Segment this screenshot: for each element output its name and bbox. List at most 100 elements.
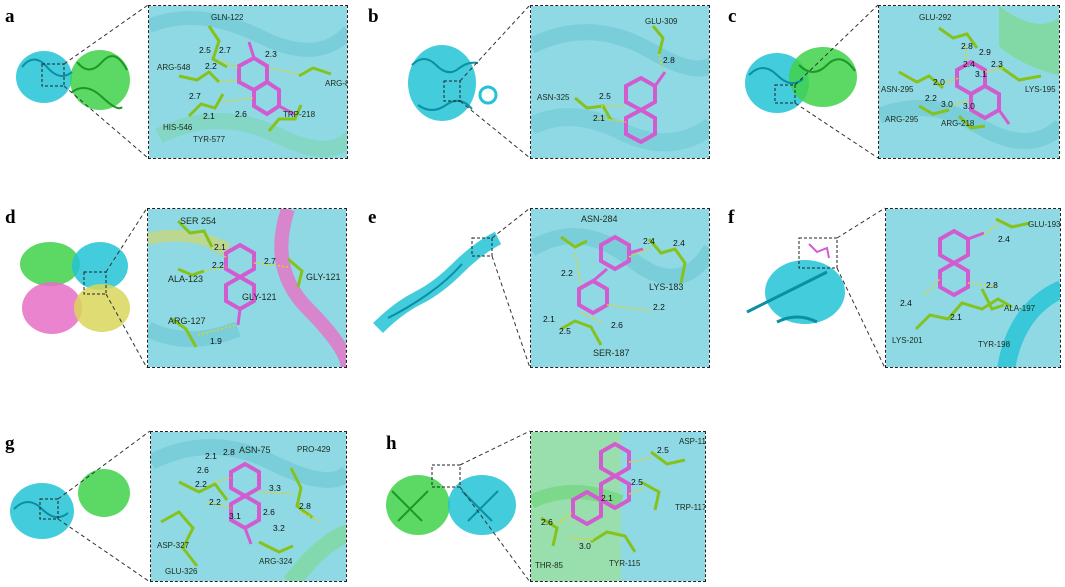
distance-label: 3.0 — [941, 99, 953, 109]
panel-c: c GLU-292 — [715, 0, 1065, 165]
residue-label: THR-85 — [535, 561, 564, 570]
zoom-inset: GLU-309 ASN-325 2.8 2.5 2.1 — [530, 5, 710, 159]
distance-label: 2.6 — [541, 517, 553, 527]
distance-label: 2.1 — [214, 242, 226, 252]
panel-letter: h — [386, 433, 397, 454]
binding-site-graphic — [148, 209, 346, 367]
residue-label: ASP-327 — [157, 541, 190, 550]
panel-letter: g — [5, 433, 15, 454]
distance-label: 3.0 — [963, 101, 975, 111]
residue-label: TRP-218 — [283, 110, 316, 119]
residue-label: ARG-548 — [157, 63, 191, 72]
distance-label: 3.3 — [269, 483, 281, 493]
distance-label: 2.7 — [189, 91, 201, 101]
residue-label: ALA-123 — [168, 274, 204, 284]
protein-overview — [368, 228, 518, 338]
residue-label: GLN-122 — [211, 13, 244, 22]
residue-label: SER-187 — [593, 348, 630, 358]
distance-label: 2.5 — [199, 45, 211, 55]
residue-label: ASN-295 — [881, 85, 914, 94]
distance-label: 2.0 — [933, 77, 945, 87]
protein-ribbon-graphic — [373, 231, 502, 333]
protein-overview — [400, 25, 510, 135]
distance-label: 2.8 — [961, 41, 973, 51]
distance-label: 2.9 — [979, 47, 991, 57]
distance-label: 2.3 — [265, 49, 277, 59]
residue-label: TYR-577 — [193, 135, 226, 144]
distance-label: 2.4 — [998, 234, 1010, 244]
distance-label: 2.6 — [197, 465, 209, 475]
distance-label: 2.2 — [653, 302, 665, 312]
panel-letter: d — [5, 207, 16, 228]
distance-label: 2.2 — [195, 479, 207, 489]
residue-label: LYS-183 — [649, 282, 684, 292]
zoom-inset: ASN-284 LYS-183 SER-187 2.4 2.4 2.2 2.2 … — [530, 208, 710, 368]
residue-label: GLU-309 — [645, 17, 678, 26]
distance-label: 2.4 — [900, 298, 912, 308]
distance-label: 2.2 — [925, 93, 937, 103]
panel-letter: c — [728, 6, 737, 27]
distance-label: 2.5 — [559, 326, 571, 336]
distance-label: 2.4 — [963, 59, 975, 69]
distance-label: 2.1 — [543, 314, 555, 324]
distance-label: 2.1 — [601, 493, 613, 503]
residue-label: TYR-198 — [978, 340, 1011, 349]
residue-label: ASN-325 — [537, 93, 570, 102]
protein-overview — [735, 25, 865, 135]
panel-b: b GLU-309 ASN-325 2.8 2.5 — [358, 0, 713, 165]
distance-label: 2.2 — [205, 61, 217, 71]
residue-label: GLU-326 — [165, 567, 198, 576]
panel-e: e ASN-284 LYS-183 SER-187 2 — [358, 200, 713, 375]
residue-label: TYR-115 — [609, 559, 641, 568]
distance-label: 2.5 — [631, 477, 643, 487]
distance-label: 2.6 — [235, 109, 247, 119]
binding-site-graphic — [879, 6, 1059, 158]
protein-ribbon-graphic — [745, 47, 857, 113]
residue-label: PRO-429 — [297, 445, 331, 454]
panel-letter: a — [5, 6, 15, 27]
binding-site-graphic — [151, 432, 346, 581]
binding-site-graphic — [886, 209, 1060, 367]
protein-ribbon-graphic — [16, 50, 130, 110]
distance-label: 2.1 — [205, 451, 217, 461]
residue-label: ASN-75 — [239, 445, 271, 455]
panel-g: g ASN-75 PRO-429 — [0, 425, 355, 587]
residue-label: TRP-117 — [675, 503, 706, 512]
distance-label: 2.1 — [950, 312, 962, 322]
panel-d: d SER 254 — [0, 200, 355, 375]
residue-label: LYS-201 — [892, 336, 923, 345]
distance-label: 1.9 — [210, 336, 222, 346]
binding-site-graphic — [149, 6, 347, 158]
protein-overview — [4, 453, 134, 553]
zoom-inset: GLU-193 ALA-197 LYS-201 TYR-198 2.4 2.4 … — [885, 208, 1061, 368]
protein-overview — [378, 451, 528, 551]
panel-letter: b — [368, 6, 379, 27]
residue-label: ARG-295 — [885, 115, 919, 124]
residue-label: ARG-8 — [325, 79, 348, 88]
protein-ribbon-graphic — [408, 45, 498, 121]
residue-label: GLU-193 — [1028, 220, 1061, 229]
distance-label: 2.8 — [299, 501, 311, 511]
distance-label: 2.2 — [209, 497, 221, 507]
residue-label: ASP-119 — [679, 437, 706, 446]
residue-label: ARG-218 — [941, 119, 975, 128]
residue-label: ARG-127 — [168, 316, 206, 326]
distance-label: 2.5 — [657, 445, 669, 455]
distance-label: 2.6 — [263, 507, 275, 517]
residue-label: GLY-121 — [306, 272, 341, 282]
distance-label: 3.1 — [229, 511, 241, 521]
zoom-inset: GLU-292 ASN-295 LYS-195 ARG-295 ARG-218 … — [878, 5, 1060, 159]
distance-label: 2.8 — [986, 280, 998, 290]
distance-label: 2.2 — [561, 268, 573, 278]
panel-letter: e — [368, 207, 377, 228]
distance-label: 2.8 — [223, 447, 235, 457]
binding-site-graphic — [531, 6, 709, 158]
distance-label: 2.5 — [599, 91, 611, 101]
protein-overview — [12, 22, 132, 132]
protein-overview — [737, 232, 867, 342]
distance-label: 2.4 — [643, 236, 655, 246]
distance-label: 3.1 — [975, 69, 987, 79]
residue-label: ALA-197 — [1004, 304, 1036, 313]
zoom-inset: ASP-119 TRP-117 THR-85 TYR-115 2.5 2.5 2… — [530, 431, 706, 582]
binding-site-graphic — [531, 432, 705, 581]
